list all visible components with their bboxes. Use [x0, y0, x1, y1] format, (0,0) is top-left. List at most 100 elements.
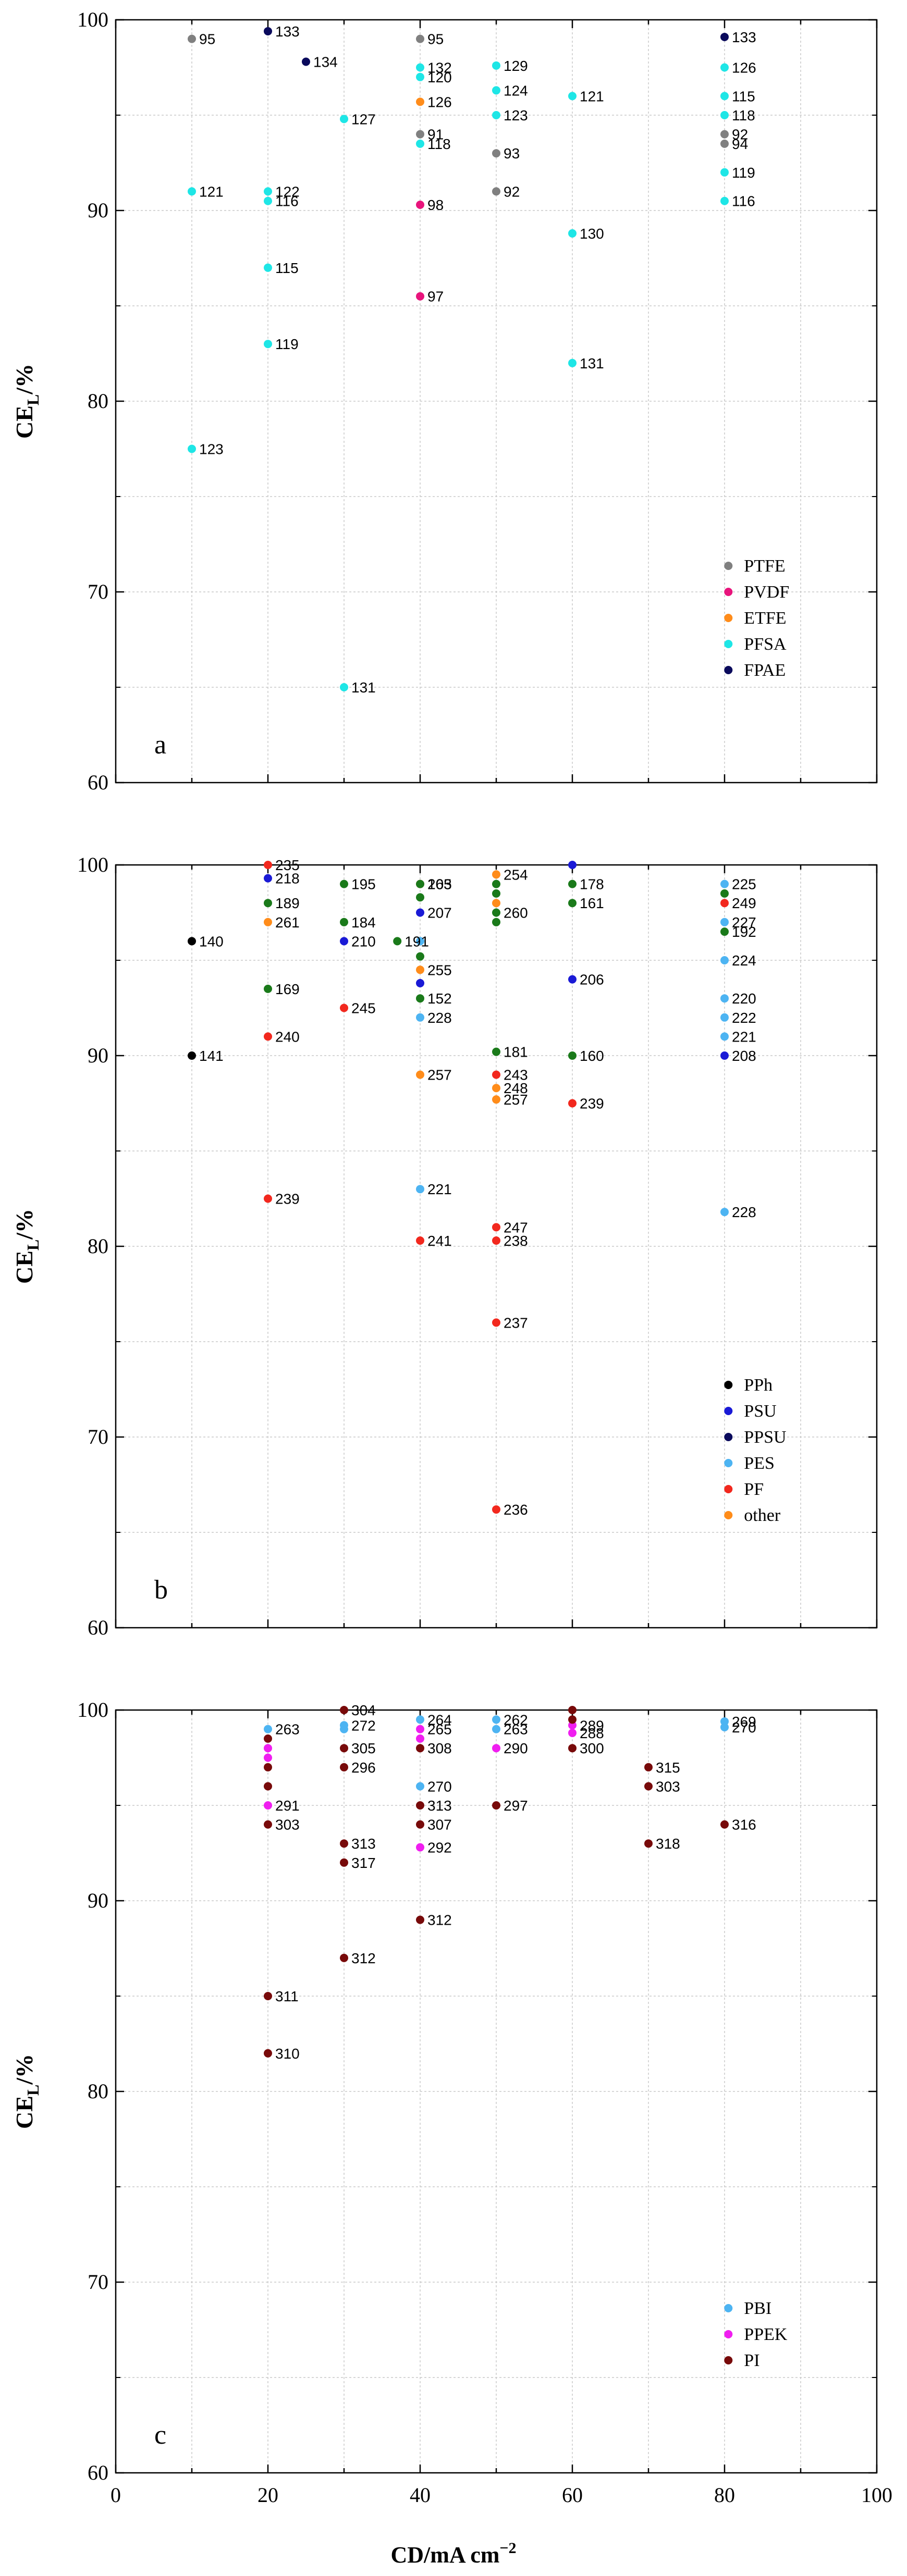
data-label: 116	[732, 193, 755, 209]
y-axis-label-main: CE	[11, 405, 38, 439]
data-point	[720, 196, 729, 205]
data-label: 98	[427, 197, 444, 213]
series-fpae: 133 134 133	[264, 23, 756, 70]
y-axis-label: CEL/%	[11, 1209, 42, 1284]
data-label: 169	[275, 981, 300, 997]
data-label: 261	[275, 914, 300, 931]
data-point	[644, 1782, 653, 1791]
data-point	[264, 984, 272, 993]
data-point	[416, 139, 424, 148]
data-point	[188, 187, 196, 196]
data-point	[416, 292, 424, 301]
series-psu: 218 210 207 206 208	[264, 861, 756, 1064]
data-point	[492, 899, 500, 908]
data-label: 312	[351, 1950, 376, 1966]
data-point	[416, 1843, 424, 1852]
legend-marker	[724, 2330, 733, 2338]
data-point	[416, 952, 424, 961]
data-point	[492, 86, 500, 95]
data-point	[416, 1820, 424, 1829]
data-point	[720, 1717, 729, 1726]
data-point	[416, 1725, 424, 1733]
data-label: 192	[732, 924, 756, 940]
data-label: 126	[732, 60, 756, 76]
legend-marker	[724, 2356, 733, 2364]
legend-label: PBI	[744, 2299, 771, 2318]
x-tick-label: 20	[258, 2483, 278, 2507]
data-point	[492, 1084, 500, 1093]
y-tick-label: 70	[88, 2270, 108, 2294]
data-point	[492, 149, 500, 158]
legend-marker	[724, 562, 733, 570]
legend-marker	[724, 1459, 733, 1467]
legend-marker	[724, 1511, 733, 1519]
data-point	[416, 1782, 424, 1791]
legend-marker	[724, 1407, 733, 1415]
data-point	[492, 1236, 500, 1245]
data-point	[720, 918, 729, 926]
data-point	[492, 187, 500, 196]
data-point	[416, 1070, 424, 1079]
data-label: 95	[427, 31, 444, 47]
data-point	[492, 1095, 500, 1104]
y-tick-label: 80	[88, 389, 108, 413]
data-label: 270	[427, 1778, 452, 1794]
data-label: 126	[427, 94, 452, 110]
series-pph: 140 141	[188, 933, 224, 1064]
x-axis-label: CD/mA cm−2	[390, 2540, 516, 2568]
data-point	[492, 908, 500, 917]
data-label: 292	[427, 1840, 452, 1856]
data-label: 263	[504, 1722, 528, 1738]
data-label: 303	[656, 1778, 680, 1794]
data-label: 312	[427, 1912, 452, 1928]
data-label: 257	[427, 1067, 452, 1083]
data-point	[492, 1725, 500, 1733]
data-label: 140	[199, 933, 224, 949]
data-label: 289	[580, 1717, 604, 1733]
data-point	[416, 97, 424, 106]
data-point	[416, 130, 424, 139]
y-tick-label: 90	[88, 199, 108, 222]
y-tick-label: 100	[77, 1698, 108, 1722]
data-point	[340, 1763, 348, 1772]
data-label: 141	[199, 1048, 224, 1064]
data-label: 269	[732, 1714, 756, 1730]
data-point	[340, 1953, 348, 1962]
data-label: 307	[427, 1817, 452, 1833]
data-label: 239	[580, 1096, 604, 1112]
data-point	[720, 880, 729, 888]
data-label: 264	[427, 1712, 452, 1728]
legend-label: PTFE	[744, 556, 785, 576]
data-label: 260	[504, 905, 528, 921]
data-label: 124	[504, 82, 528, 98]
data-point	[720, 927, 729, 936]
data-label: 121	[199, 183, 224, 200]
data-label: 115	[732, 88, 755, 104]
data-label: 228	[427, 1010, 452, 1026]
data-point	[492, 880, 500, 888]
data-point	[568, 1715, 577, 1724]
x-tick-label: 0	[111, 2483, 121, 2507]
data-point	[416, 1715, 424, 1724]
data-point	[492, 1715, 500, 1724]
y-axis-label-main: CE	[11, 1250, 38, 1284]
data-label: 254	[504, 866, 528, 883]
data-point	[720, 168, 729, 177]
data-point	[416, 1013, 424, 1022]
legend-label: PSU	[744, 1402, 776, 1421]
legend-label: ETFE	[744, 609, 786, 628]
data-label: 237	[504, 1315, 528, 1331]
data-point	[264, 899, 272, 908]
data-point	[264, 1744, 272, 1753]
data-point	[188, 937, 196, 946]
data-point	[340, 880, 348, 888]
data-point	[302, 57, 310, 66]
data-point	[720, 130, 729, 139]
data-label: 227	[732, 914, 756, 931]
data-label: 94	[732, 136, 748, 152]
data-label: 288	[580, 1725, 604, 1741]
y-axis-label-main: CE	[11, 2096, 38, 2129]
data-point	[568, 358, 577, 367]
